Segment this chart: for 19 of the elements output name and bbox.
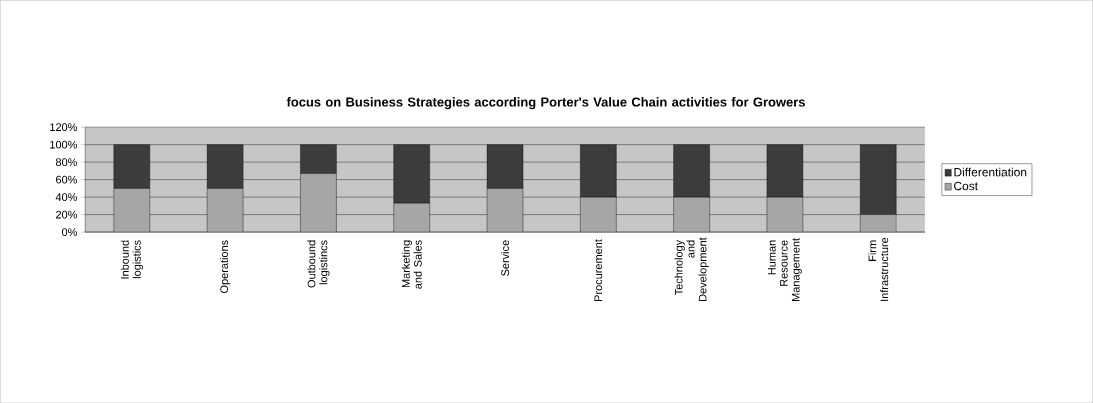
y-tick-label: 100% <box>50 140 77 149</box>
chart-title: focus on Business Strategies according Porter's Value Chain activities for Growers <box>286 96 805 110</box>
x-tick-label: Outbound logistincs <box>307 240 330 288</box>
x-tick-label: Operations <box>220 240 231 293</box>
y-tick-label: 60% <box>56 175 77 184</box>
x-tick-label: Human Resource Management <box>768 237 802 301</box>
x-tick-label: Technology and Development <box>674 237 709 301</box>
y-tick-label: 120% <box>50 123 77 131</box>
y-tick-label: 0% <box>61 228 77 236</box>
x-tick-label: Inbound logistics <box>120 240 143 279</box>
y-tick-label: 80% <box>55 158 77 166</box>
x-tick-label: Procurement <box>594 239 603 301</box>
y-tick-label: 40% <box>55 193 77 201</box>
x-tick-label: Service <box>501 240 510 276</box>
x-tick-label: Marketing and Sales <box>401 240 422 289</box>
y-tick-label: 20% <box>56 210 77 219</box>
legend-label: Differentiation <box>954 167 1027 177</box>
legend-label: Cost <box>954 181 978 191</box>
x-tick-label: Firm Infrastructure <box>868 237 889 301</box>
